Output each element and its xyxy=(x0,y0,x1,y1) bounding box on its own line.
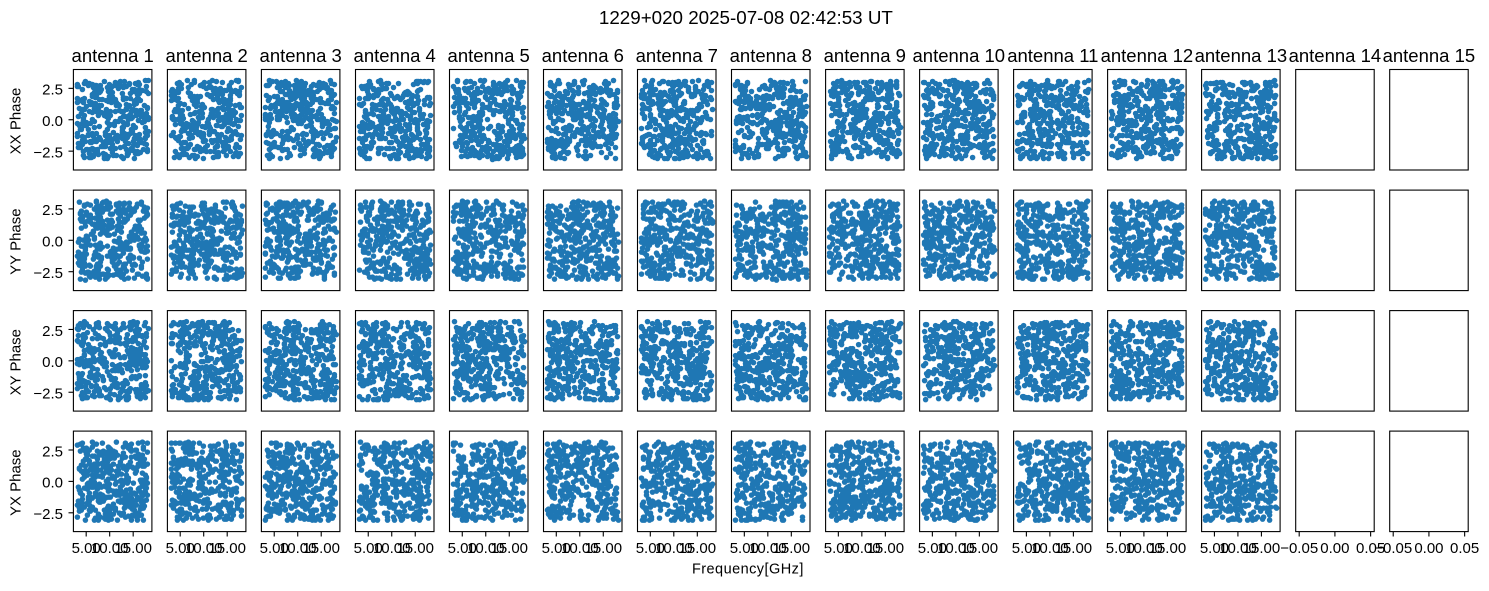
svg-text:10.00: 10.00 xyxy=(561,540,599,557)
svg-text:15.00: 15.00 xyxy=(867,540,905,557)
svg-text:5.00: 5.00 xyxy=(636,540,665,557)
svg-text:15.00: 15.00 xyxy=(585,540,623,557)
svg-text:0.05: 0.05 xyxy=(1356,540,1385,557)
svg-text:antenna 9: antenna 9 xyxy=(824,45,906,66)
svg-text:15.00: 15.00 xyxy=(208,540,246,557)
svg-text:15.00: 15.00 xyxy=(773,540,811,557)
svg-text:5.00: 5.00 xyxy=(72,540,101,557)
svg-text:antenna 13: antenna 13 xyxy=(1195,45,1288,66)
svg-text:10.00: 10.00 xyxy=(1031,540,1069,557)
svg-text:0.0: 0.0 xyxy=(42,113,63,130)
svg-text:−2.5: −2.5 xyxy=(33,144,63,161)
svg-text:10.00: 10.00 xyxy=(91,540,129,557)
svg-text:antenna 1: antenna 1 xyxy=(72,45,154,66)
svg-text:antenna 15: antenna 15 xyxy=(1383,45,1476,66)
svg-text:15.00: 15.00 xyxy=(1243,540,1281,557)
svg-text:2.5: 2.5 xyxy=(42,323,63,340)
svg-text:15.00: 15.00 xyxy=(961,540,999,557)
svg-text:15.00: 15.00 xyxy=(114,540,152,557)
svg-text:10.00: 10.00 xyxy=(843,540,881,557)
svg-text:2.5: 2.5 xyxy=(42,443,63,460)
svg-text:0.0: 0.0 xyxy=(42,354,63,371)
svg-text:antenna 12: antenna 12 xyxy=(1101,45,1194,66)
svg-text:2.5: 2.5 xyxy=(42,202,63,219)
svg-text:antenna 5: antenna 5 xyxy=(448,45,530,66)
svg-text:−2.5: −2.5 xyxy=(33,265,63,282)
svg-text:10.00: 10.00 xyxy=(185,540,223,557)
svg-text:15.00: 15.00 xyxy=(1055,540,1093,557)
svg-text:15.00: 15.00 xyxy=(1149,540,1187,557)
svg-text:1229+020 2025-07-08 02:42:53 U: 1229+020 2025-07-08 02:42:53 UT xyxy=(599,7,893,28)
svg-text:−0.05: −0.05 xyxy=(1280,540,1318,557)
svg-text:Frequency[GHz]: Frequency[GHz] xyxy=(692,561,804,577)
svg-text:YY Phase: YY Phase xyxy=(8,208,25,274)
svg-text:10.00: 10.00 xyxy=(749,540,787,557)
svg-text:5.00: 5.00 xyxy=(448,540,477,557)
svg-text:15.00: 15.00 xyxy=(490,540,528,557)
svg-text:−0.05: −0.05 xyxy=(1374,540,1412,557)
svg-text:5.00: 5.00 xyxy=(918,540,947,557)
svg-text:5.00: 5.00 xyxy=(1106,540,1135,557)
svg-text:antenna 4: antenna 4 xyxy=(354,45,436,66)
svg-text:antenna 14: antenna 14 xyxy=(1289,45,1382,66)
svg-text:2.5: 2.5 xyxy=(42,82,63,99)
svg-text:10.00: 10.00 xyxy=(373,540,411,557)
svg-text:10.00: 10.00 xyxy=(1219,540,1257,557)
svg-text:antenna 11: antenna 11 xyxy=(1007,45,1098,66)
svg-text:10.00: 10.00 xyxy=(655,540,693,557)
svg-text:antenna 2: antenna 2 xyxy=(166,45,248,66)
svg-text:10.00: 10.00 xyxy=(279,540,317,557)
svg-text:5.00: 5.00 xyxy=(354,540,383,557)
svg-text:0.00: 0.00 xyxy=(1414,540,1443,557)
svg-text:−2.5: −2.5 xyxy=(33,386,63,403)
svg-text:5.00: 5.00 xyxy=(730,540,759,557)
svg-text:−2.5: −2.5 xyxy=(33,506,63,523)
svg-text:antenna 10: antenna 10 xyxy=(913,45,1006,66)
svg-text:5.00: 5.00 xyxy=(1012,540,1041,557)
svg-text:10.00: 10.00 xyxy=(937,540,975,557)
svg-text:10.00: 10.00 xyxy=(467,540,505,557)
svg-text:5.00: 5.00 xyxy=(824,540,853,557)
svg-text:5.00: 5.00 xyxy=(1200,540,1229,557)
svg-text:antenna 7: antenna 7 xyxy=(636,45,718,66)
svg-text:15.00: 15.00 xyxy=(396,540,434,557)
svg-text:0.0: 0.0 xyxy=(42,234,63,251)
svg-text:antenna 8: antenna 8 xyxy=(730,45,812,66)
svg-text:antenna 6: antenna 6 xyxy=(542,45,624,66)
svg-text:antenna 3: antenna 3 xyxy=(260,45,342,66)
svg-text:0.05: 0.05 xyxy=(1450,540,1479,557)
svg-text:15.00: 15.00 xyxy=(302,540,340,557)
svg-text:10.00: 10.00 xyxy=(1125,540,1163,557)
svg-text:5.00: 5.00 xyxy=(166,540,195,557)
svg-text:XX Phase: XX Phase xyxy=(8,88,25,155)
svg-text:XY Phase: XY Phase xyxy=(8,329,25,395)
svg-text:5.00: 5.00 xyxy=(542,540,571,557)
svg-text:0.00: 0.00 xyxy=(1320,540,1349,557)
svg-text:0.0: 0.0 xyxy=(42,475,63,492)
svg-text:YX Phase: YX Phase xyxy=(8,449,25,516)
svg-text:5.00: 5.00 xyxy=(260,540,289,557)
svg-text:15.00: 15.00 xyxy=(679,540,717,557)
